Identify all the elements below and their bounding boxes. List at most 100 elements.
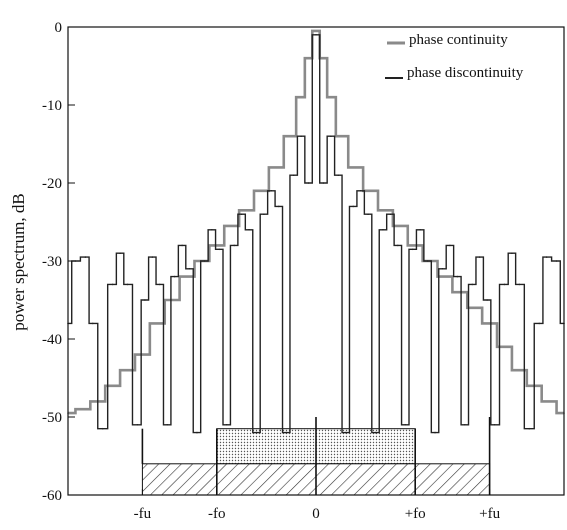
series-1-point-9 (144, 299, 146, 301)
series-0-point-32 (503, 346, 506, 348)
series-0-point-24 (384, 209, 387, 212)
series-1-point-40 (374, 431, 377, 434)
series-1-point-31 (307, 182, 310, 184)
legend-label-phase-continuity: phase continuity (409, 32, 508, 48)
series-0-point-10 (216, 244, 218, 247)
series-1-point-58 (511, 252, 513, 254)
series-1-point-43 (397, 244, 399, 247)
series-1-point-42 (389, 213, 392, 215)
series-0-point-15 (290, 135, 293, 137)
y-tick-label-4: -40 (42, 332, 62, 348)
series-0-point-14 (275, 166, 278, 169)
series-1-point-41 (382, 229, 384, 231)
series-0-point-8 (186, 275, 188, 278)
series-0-point-33 (518, 369, 521, 372)
series-0-point-11 (230, 225, 233, 227)
series-0-point-29 (459, 291, 461, 294)
series-1-point-33 (322, 182, 325, 184)
series-0-point-20 (330, 96, 332, 98)
x-tick-label-1: -fo (208, 506, 226, 522)
series-1-point-32 (315, 34, 317, 36)
series-1-point-6 (119, 252, 121, 254)
y-tick-label-6: -60 (42, 488, 62, 504)
series-1-point-51 (456, 275, 459, 278)
series-1-point-52 (464, 424, 466, 426)
series-1-point-10 (151, 256, 154, 258)
series-1-point-4 (101, 427, 104, 430)
y-tick-label-1: -10 (42, 98, 62, 114)
series-1-point-29 (292, 174, 295, 176)
series-1-point-15 (188, 268, 191, 270)
series-1-point-20 (225, 424, 228, 426)
series-0-point-19 (322, 57, 325, 59)
series-1-point-39 (367, 213, 369, 215)
series-1-point-5 (111, 283, 114, 286)
series-0-point-30 (473, 307, 476, 309)
series-1-point-62 (545, 256, 548, 258)
series-1-point-1 (74, 260, 77, 262)
series-1-point-2 (84, 256, 87, 258)
series-1-point-59 (518, 283, 521, 286)
series-1-point-11 (158, 283, 161, 286)
series-0-point-4 (126, 369, 129, 372)
series-1-point-25 (263, 213, 265, 215)
frequency-band-layer (141, 417, 491, 496)
series-1-point-30 (300, 135, 302, 137)
series-1-point-16 (196, 431, 198, 434)
legend: phase continuity phase discontinuity (385, 32, 524, 81)
x-tick-label-0: -fu (134, 506, 152, 522)
series-0-point-6 (156, 322, 159, 325)
series-0-point-26 (414, 244, 417, 247)
legend-label-phase-discontinuity: phase discontinuity (407, 65, 524, 81)
series-1-point-27 (278, 205, 280, 208)
series-1-point-17 (203, 260, 206, 262)
series-1-point-54 (478, 256, 481, 258)
series-1-point-50 (449, 244, 451, 247)
series-0-point-16 (300, 96, 302, 98)
series-0-point-21 (340, 135, 342, 137)
series-1-point-18 (211, 229, 213, 231)
series-1-point-46 (419, 229, 421, 231)
series-1-point-53 (471, 283, 474, 286)
y-axis-label: power spectrum, dB (9, 193, 28, 330)
series-0-point-17 (307, 57, 310, 59)
series-1-point-56 (493, 424, 496, 426)
series-line-phase-continuity (68, 29, 564, 415)
series-0-point-18 (315, 30, 317, 32)
series-1-point-22 (240, 213, 243, 215)
series-0-point-12 (245, 209, 248, 212)
series-1-point-35 (337, 174, 340, 176)
series-1-point-12 (166, 424, 168, 426)
series-1-point-23 (248, 229, 250, 231)
series-1-point-14 (181, 244, 183, 247)
series-0-point-7 (171, 299, 173, 301)
series-1-point-60 (528, 427, 531, 430)
y-tick-label-3: -30 (42, 254, 62, 270)
series-1-point-28 (285, 431, 288, 434)
y-axis-ticks: 0 -10 -20 -30 -40 -50 -60 (42, 20, 75, 504)
series-layer (67, 29, 565, 434)
series-1-point-47 (426, 260, 429, 262)
series-1-point-21 (233, 244, 235, 247)
series-1-point-44 (404, 424, 407, 426)
series-0-point-28 (444, 275, 446, 278)
series-1-point-7 (126, 283, 129, 286)
series-1-point-63 (555, 260, 558, 262)
series-1-point-55 (486, 299, 488, 301)
series-0-point-31 (488, 322, 491, 325)
series-1-point-36 (344, 431, 347, 434)
series-1-point-49 (441, 268, 444, 270)
series-line-phase-discontinuity (68, 34, 564, 434)
series-1-point-57 (503, 283, 506, 286)
series-1-point-37 (352, 205, 355, 208)
series-0-point-23 (369, 190, 372, 192)
series-1-point-48 (434, 431, 436, 434)
series-1-point-3 (92, 322, 94, 325)
y-tick-label-0: 0 (55, 20, 63, 36)
series-0-point-35 (548, 400, 550, 403)
series-1-point-26 (270, 190, 273, 192)
y-tick-label-5: -50 (42, 410, 62, 426)
x-tick-label-2: 0 (312, 506, 320, 522)
x-tick-label-3: +fo (405, 506, 426, 522)
